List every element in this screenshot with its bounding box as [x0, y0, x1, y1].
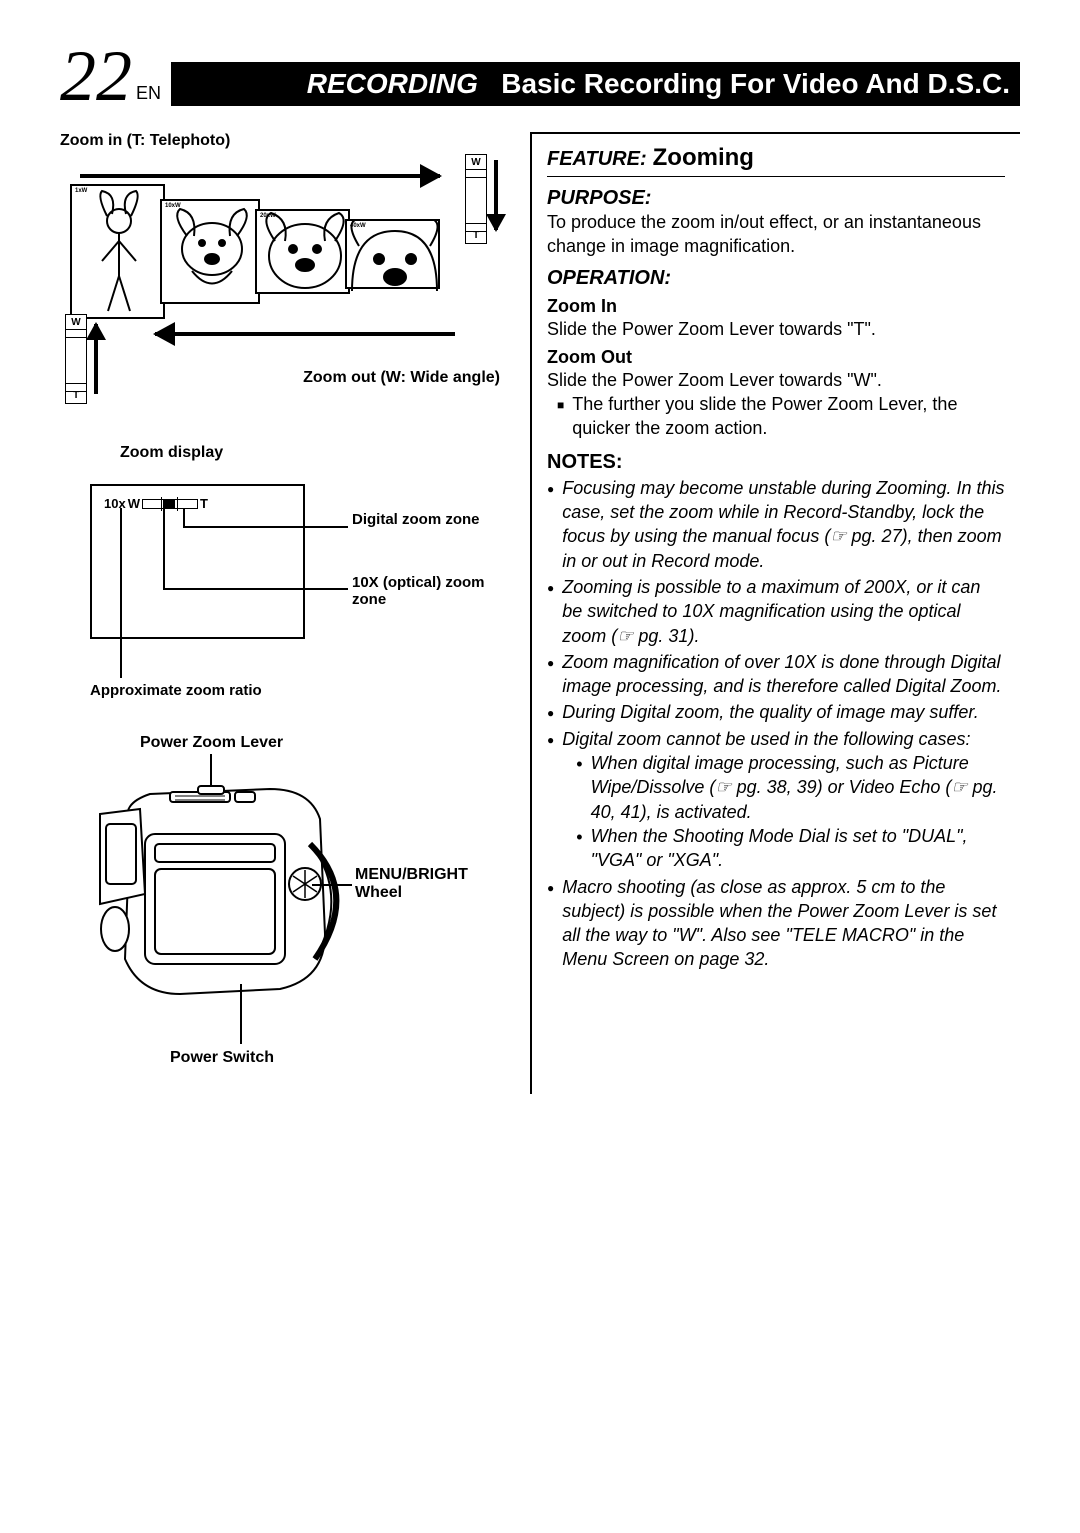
- zoom-in-label: Zoom in (T: Telephoto): [60, 132, 500, 150]
- section-title: Basic Recording For Video And D.S.C.: [501, 68, 1010, 99]
- note-item: Digital zoom cannot be used in the follo…: [547, 727, 1005, 873]
- cartoon-dog-icon: [162, 201, 262, 306]
- bar-w-label-2: W: [71, 317, 80, 328]
- zoom-frame-1: 1xW: [70, 184, 165, 319]
- note-subitem: When digital image processing, such as P…: [576, 751, 1005, 824]
- bar-t-label-2: T: [73, 390, 79, 401]
- zoom-diagram: W T 1xW 10xW: [60, 154, 500, 414]
- menu-bright-label: MENU/BRIGHT Wheel: [355, 866, 505, 902]
- purpose-head: PURPOSE:: [547, 187, 1005, 210]
- zoom-out-text: Slide the Power Zoom Lever towards "W".: [547, 368, 1005, 392]
- cartoon-dog-closeup-icon: [257, 211, 352, 296]
- zoom-display-label: Zoom display: [120, 444, 500, 462]
- language-code: EN: [136, 83, 161, 104]
- purpose-text: To produce the zoom in/out effect, or an…: [547, 210, 1005, 259]
- bar-w-label: W: [471, 157, 480, 168]
- power-switch-label: Power Switch: [170, 1049, 274, 1067]
- operation-head: OPERATION:: [547, 267, 1005, 290]
- note-item: Focusing may become unstable during Zoom…: [547, 476, 1005, 573]
- feature-label: FEATURE:: [547, 148, 647, 171]
- note-sublist: When digital image processing, such as P…: [562, 751, 1005, 872]
- zoom-in-text: Slide the Power Zoom Lever towards "T".: [547, 317, 1005, 341]
- left-column: Zoom in (T: Telephoto) W T 1xW: [60, 132, 500, 1094]
- note-item: During Digital zoom, the quality of imag…: [547, 700, 1005, 724]
- columns: Zoom in (T: Telephoto) W T 1xW: [60, 132, 1020, 1094]
- page-number: 22: [60, 40, 132, 112]
- arrow-up-icon: [94, 324, 98, 394]
- approx-ratio-label: Approximate zoom ratio: [90, 682, 262, 699]
- camcorder-icon: [70, 764, 360, 1034]
- zoom-frame-3: 20xW: [255, 209, 350, 294]
- feature-line: FEATURE: Zooming: [547, 144, 1005, 177]
- section-italic: RECORDING: [307, 68, 478, 99]
- zoom-bar-right: W T: [465, 154, 487, 244]
- digital-zone-label: Digital zoom zone: [352, 511, 502, 528]
- note-item: Macro shooting (as close as approx. 5 cm…: [547, 875, 1005, 972]
- notes-list: Focusing may become unstable during Zoom…: [547, 476, 1005, 972]
- power-zoom-lever-label: Power Zoom Lever: [140, 734, 283, 752]
- cartoon-figure-icon: [72, 186, 167, 321]
- optical-zone-label: 10X (optical) zoom zone: [352, 574, 502, 608]
- page-header: 22 EN RECORDING Basic Recording For Vide…: [60, 40, 1020, 112]
- zoom-out-head: Zoom Out: [547, 347, 1005, 368]
- arrow-down-icon: [494, 160, 498, 230]
- zoom-out-label: Zoom out (W: Wide angle): [303, 369, 500, 387]
- note-item: Zooming is possible to a maximum of 200X…: [547, 575, 1005, 648]
- notes-head: NOTES:: [547, 451, 1005, 474]
- zoom-in-head: Zoom In: [547, 296, 1005, 317]
- arrow-right-icon: [80, 174, 440, 178]
- feature-value: Zooming: [653, 144, 754, 172]
- section-bar: RECORDING Basic Recording For Video And …: [171, 62, 1020, 106]
- zoom-display-diagram: Zoom display 10x W T Digital zoom zone 1…: [60, 444, 500, 724]
- note-subitem: When the Shooting Mode Dial is set to "D…: [576, 824, 1005, 873]
- note-item: Zoom magnification of over 10X is done t…: [547, 650, 1005, 699]
- operation-bullet: ■ The further you slide the Power Zoom L…: [547, 392, 1005, 441]
- camera-diagram: Power Zoom Lever: [60, 734, 500, 1094]
- zoom-frame-4: 40xW: [345, 219, 440, 289]
- zoom-bar-left: W T: [65, 314, 87, 404]
- right-column: FEATURE: Zooming PURPOSE: To produce the…: [530, 132, 1020, 1094]
- arrow-left-icon: [155, 332, 455, 336]
- zoom-frame-2: 10xW: [160, 199, 260, 304]
- square-bullet-icon: ■: [557, 397, 564, 441]
- bar-t-label: T: [473, 230, 479, 241]
- zoom-scale-bar-icon: [142, 499, 198, 509]
- cartoon-dog-extreme-icon: [347, 221, 442, 291]
